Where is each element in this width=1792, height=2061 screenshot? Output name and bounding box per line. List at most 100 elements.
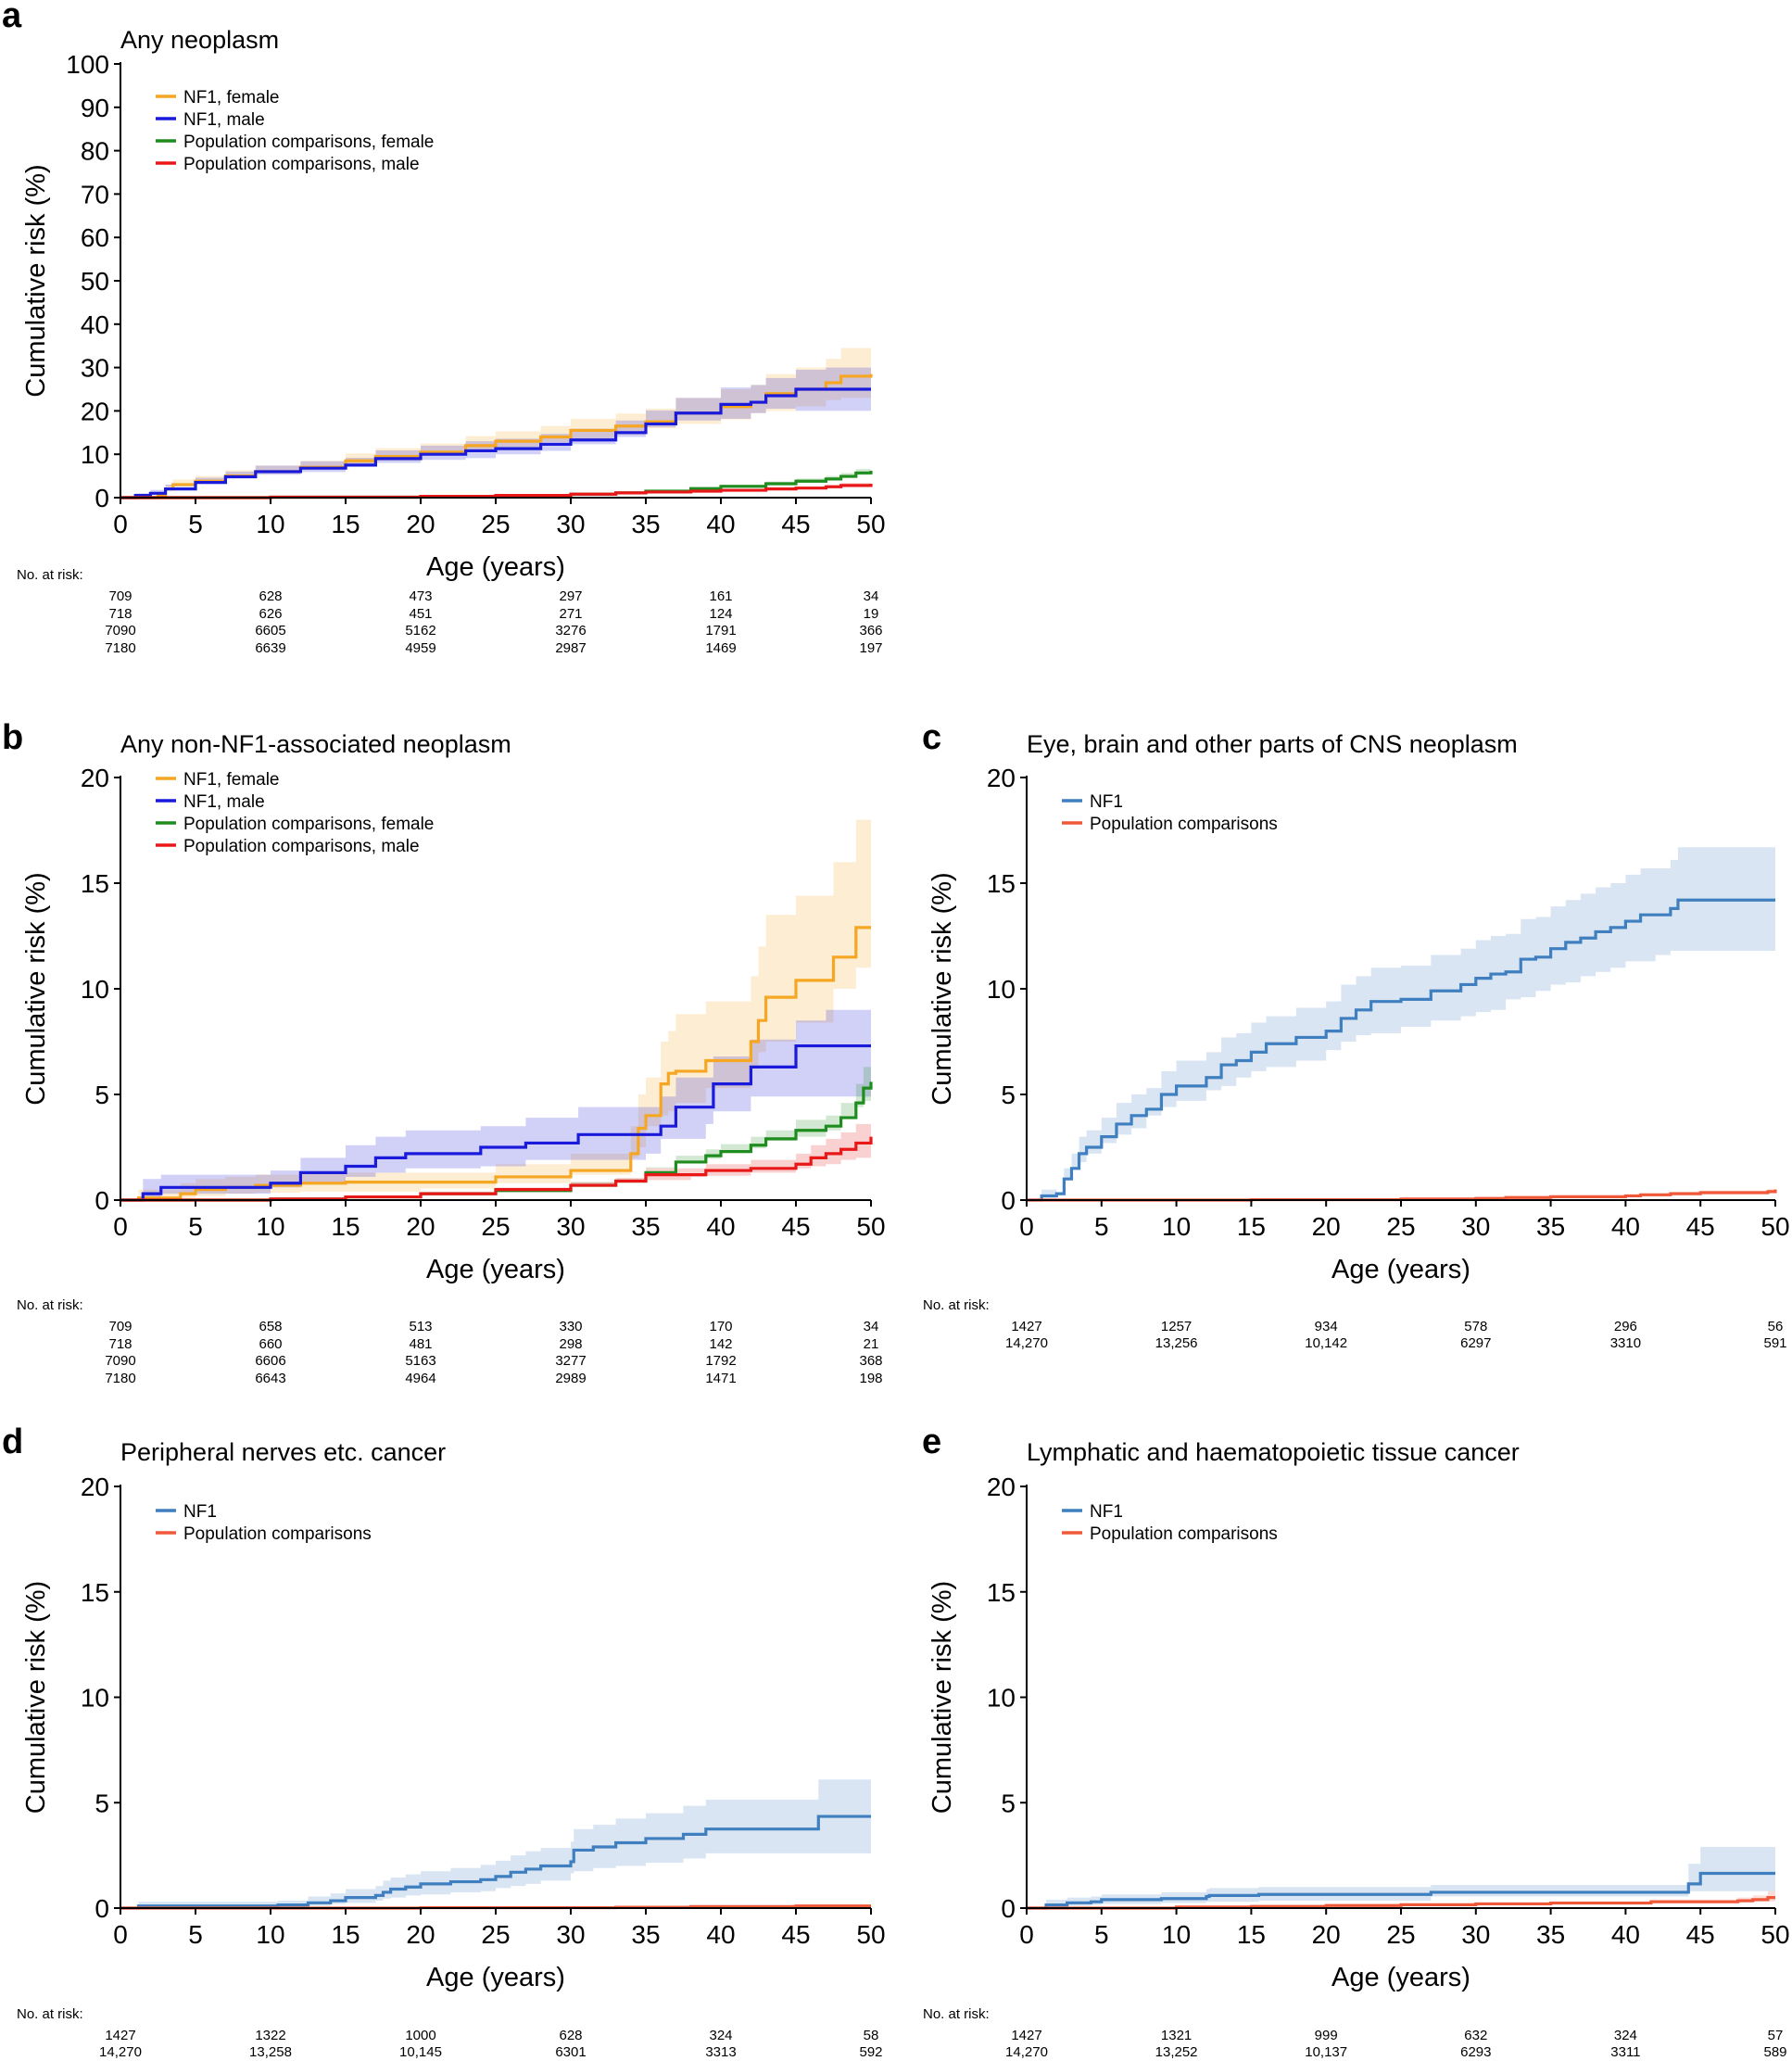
x-tick-label: 25: [1386, 1920, 1415, 1949]
y-tick-label: 80: [81, 137, 109, 166]
y-tick-label: 10: [81, 975, 109, 1004]
x-tick-label: 20: [1312, 1212, 1341, 1241]
risk-cell: 718: [108, 605, 133, 622]
risk-cell: 709: [108, 1319, 133, 1334]
risk-cell: 124: [709, 605, 733, 622]
confidence-band-nf1: [120, 1779, 871, 1908]
y-tick-label: 20: [81, 1473, 109, 1501]
y-tick-label: 5: [1001, 1081, 1016, 1109]
x-tick-label: 40: [706, 1920, 735, 1949]
risk-cell: 1791: [705, 623, 737, 639]
x-tick-label: 5: [188, 510, 203, 538]
series-line-population-comparisons-male: [120, 1136, 873, 1202]
risk-cell: 161: [709, 588, 733, 604]
x-tick-label: 25: [481, 1212, 510, 1241]
y-tick-label: 0: [1001, 1186, 1016, 1215]
risk-cell: 6639: [255, 639, 286, 656]
x-tick-label: 35: [631, 1920, 660, 1949]
risk-cell: 7180: [105, 639, 136, 656]
legend-entry: NF1, female: [183, 88, 279, 107]
x-tick-label: 30: [556, 1212, 585, 1241]
x-tick-label: 10: [1162, 1212, 1191, 1241]
legend-entry: Population comparisons: [183, 1524, 372, 1544]
risk-cell: 1427: [1011, 2028, 1042, 2043]
panel-letter: e: [922, 1422, 942, 1461]
legend-entry: Population comparisons, female: [183, 133, 434, 152]
chart-title: Any neoplasm: [120, 26, 280, 54]
x-tick-label: 25: [481, 510, 510, 538]
risk-table-heading: No. at risk:: [17, 2006, 83, 2022]
risk-cell: 4959: [405, 639, 436, 656]
y-axis-title: Cumulative risk (%): [21, 1581, 51, 1814]
x-tick-label: 5: [1094, 1212, 1109, 1241]
y-tick-label: 10: [81, 440, 109, 469]
legend-entry: Population comparisons: [1090, 1524, 1278, 1544]
risk-cell: 628: [259, 588, 283, 604]
risk-cell: 999: [1314, 2028, 1338, 2043]
risk-table-heading: No. at risk:: [923, 1297, 990, 1313]
panel-letter: c: [922, 718, 942, 757]
x-tick-label: 20: [406, 510, 435, 538]
risk-cell: 6605: [255, 623, 286, 639]
x-tick-label: 15: [331, 1920, 360, 1949]
risk-table-heading: No. at risk:: [17, 1297, 83, 1313]
series-line-nf1-male: [120, 1043, 871, 1202]
x-tick-label: 15: [331, 1212, 360, 1241]
x-tick-label: 0: [113, 1920, 128, 1949]
y-tick-label: 20: [81, 764, 109, 792]
x-tick-label: 35: [631, 510, 660, 538]
x-tick-label: 5: [1094, 1920, 1109, 1949]
legend-entry: NF1, male: [183, 110, 265, 130]
risk-cell: 198: [859, 1370, 883, 1386]
y-tick-label: 90: [81, 94, 109, 122]
y-tick-label: 0: [95, 484, 109, 512]
risk-cell: 34: [863, 1319, 879, 1334]
risk-cell: 1792: [705, 1353, 737, 1369]
risk-cell: 2989: [555, 1370, 587, 1386]
risk-cell: 56: [1767, 1319, 1784, 1334]
x-tick-label: 50: [856, 1920, 885, 1949]
x-tick-label: 50: [1760, 1212, 1789, 1241]
y-tick-label: 30: [81, 354, 109, 383]
x-tick-label: 0: [113, 1212, 128, 1241]
legend-entry: Population comparisons, female: [183, 815, 434, 834]
confidence-band-nf1-female: [120, 819, 871, 1200]
y-tick-label: 20: [987, 1473, 1016, 1501]
y-tick-label: 15: [81, 869, 109, 898]
risk-cell: 1471: [705, 1370, 737, 1386]
risk-cell: 170: [709, 1319, 733, 1334]
x-tick-label: 20: [406, 1212, 435, 1241]
risk-cell: 368: [859, 1353, 883, 1369]
x-tick-label: 5: [188, 1920, 203, 1949]
risk-cell: 1257: [1160, 1319, 1193, 1334]
y-tick-label: 10: [81, 1684, 109, 1713]
risk-cell: 10,142: [1305, 1335, 1348, 1351]
x-tick-label: 50: [1760, 1920, 1789, 1949]
x-tick-label: 35: [1536, 1212, 1565, 1241]
risk-cell: 628: [559, 2028, 583, 2043]
legend-entry: Population comparisons, male: [183, 155, 420, 174]
y-tick-label: 50: [81, 267, 109, 296]
risk-cell: 13,252: [1155, 2044, 1198, 2060]
legend-entry: Population comparisons, male: [183, 837, 420, 856]
series-line-population-comparisons-male: [120, 484, 873, 499]
x-tick-label: 30: [556, 1920, 585, 1949]
y-tick-label: 15: [81, 1578, 109, 1607]
risk-cell: 297: [559, 588, 583, 604]
x-tick-label: 40: [1611, 1212, 1640, 1241]
x-tick-label: 20: [406, 1920, 435, 1949]
x-tick-label: 10: [256, 1920, 284, 1949]
x-tick-label: 45: [781, 510, 810, 538]
y-tick-label: 10: [987, 1684, 1016, 1713]
risk-cell: 3313: [705, 2044, 737, 2060]
y-tick-label: 5: [1001, 1789, 1016, 1817]
risk-cell: 324: [1613, 2028, 1637, 2043]
y-tick-label: 60: [81, 223, 109, 252]
risk-cell: 19: [863, 605, 879, 622]
x-tick-label: 45: [1686, 1212, 1715, 1241]
